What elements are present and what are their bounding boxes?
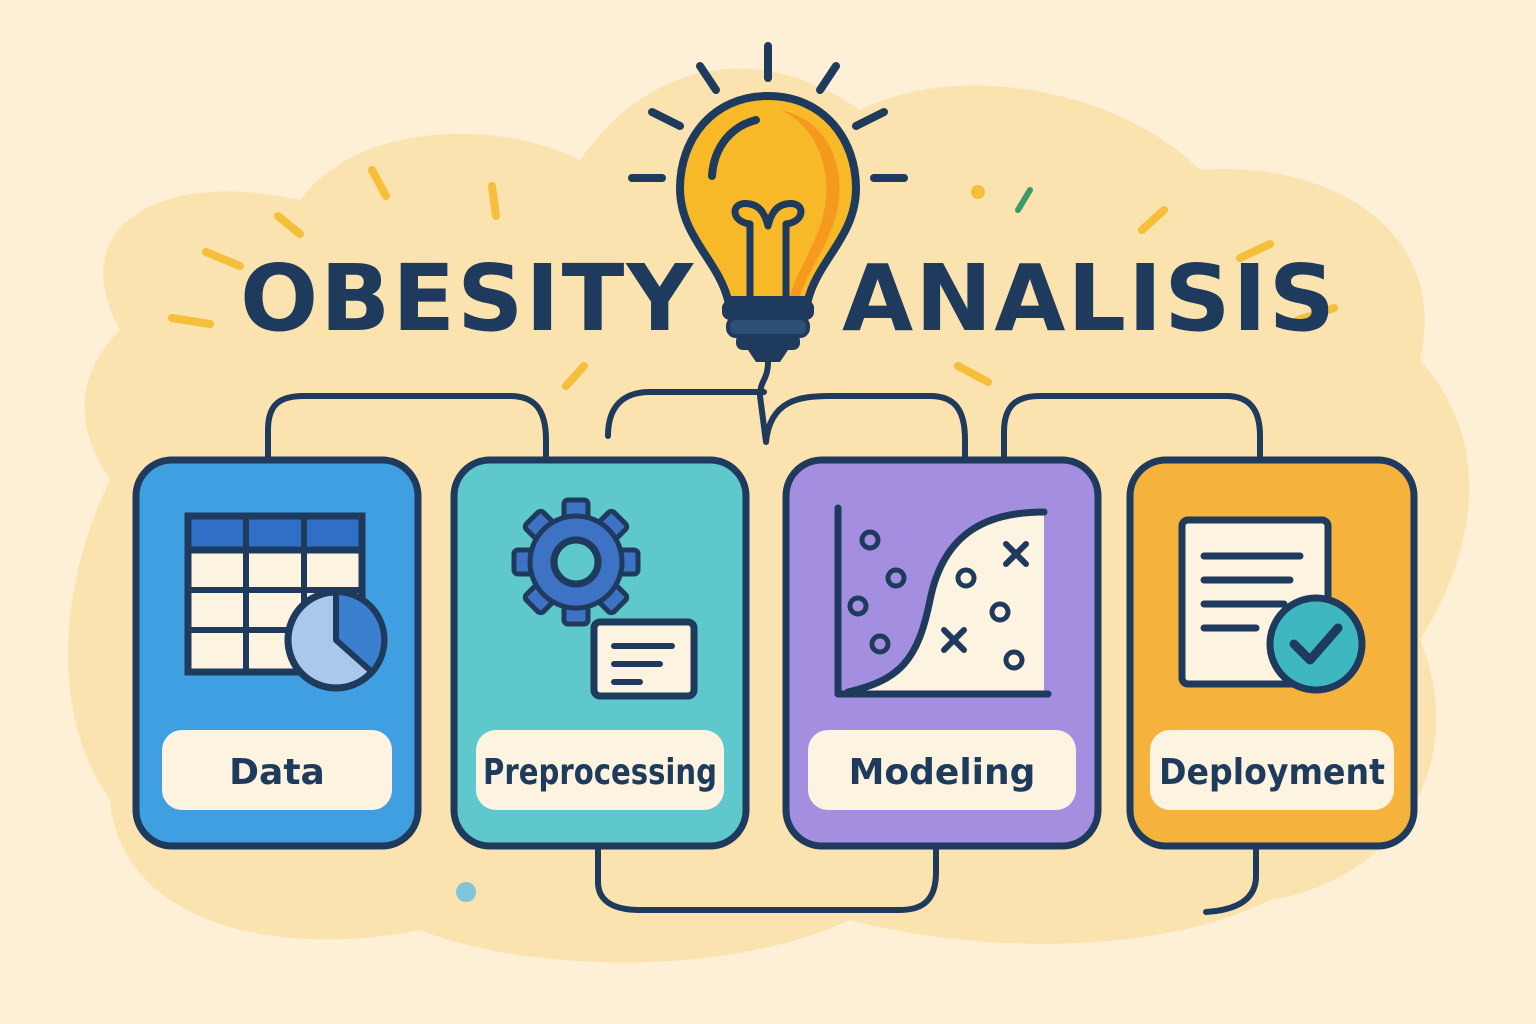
- connector-lines: [265, 359, 1263, 915]
- stage-card-deployment[interactable]: Deployment: [1126, 456, 1418, 850]
- stage-label-box: [162, 730, 392, 810]
- sparkle-dashes: [168, 166, 1338, 390]
- stage-label-box: [476, 730, 724, 810]
- table-pie-chart-icon: [184, 512, 388, 692]
- document-check-icon: [1178, 516, 1366, 694]
- sparkle-dot-blue: [456, 882, 476, 902]
- title-right-word: ANALISIS: [842, 245, 1337, 352]
- gear-document-icon: [511, 497, 698, 700]
- stage-card-preprocessing[interactable]: Preprocessing: [450, 456, 750, 850]
- sparkle-dash-green: [1015, 187, 1033, 213]
- stage-card-data[interactable]: Data: [132, 456, 422, 850]
- stage-label-box: [1150, 730, 1394, 810]
- stage-label: Data: [229, 752, 325, 793]
- stage-label: Deployment: [1159, 752, 1385, 793]
- stage-label: Modeling: [849, 752, 1036, 793]
- stage-label-box: [808, 730, 1076, 810]
- scatter-plot-curve-icon: [834, 504, 1052, 698]
- sparkle-dot: [971, 185, 985, 199]
- lightbulb-icon: [628, 42, 908, 362]
- title-left-word: OBESITY: [240, 245, 695, 352]
- stage-card-modeling[interactable]: Modeling: [782, 456, 1102, 850]
- stage-label: Preprocessing: [483, 752, 717, 793]
